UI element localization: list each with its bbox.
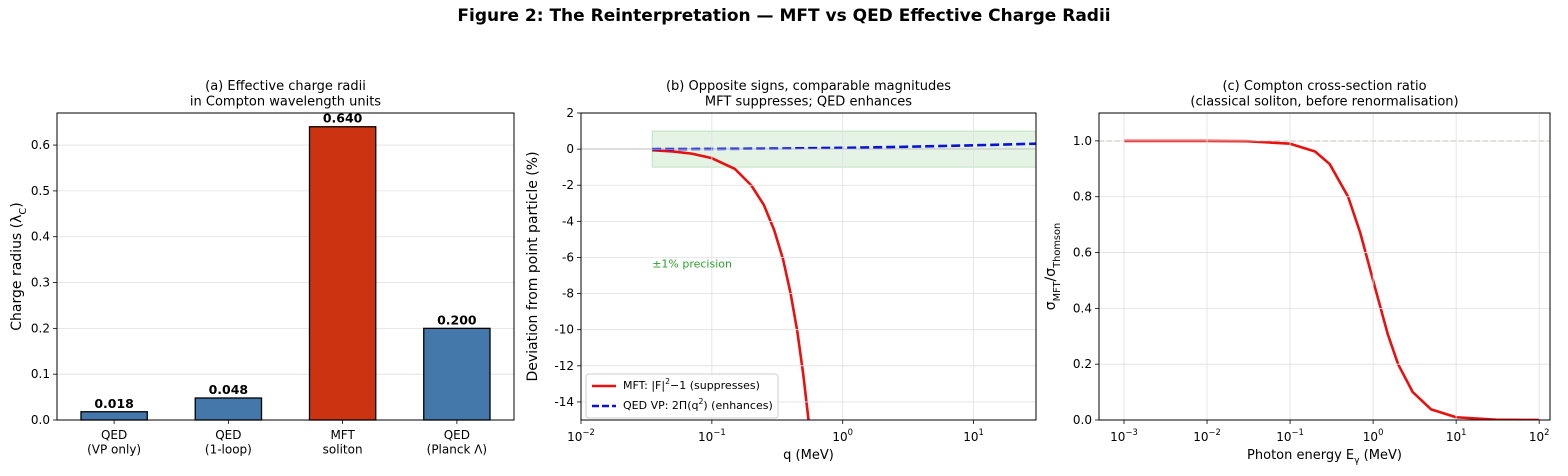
value-label: 0.200 xyxy=(437,312,477,327)
x-tick-label: 102​ xyxy=(1529,427,1550,444)
x-tick-label: QED (1-loop) xyxy=(205,428,252,456)
y-axis-label: σMFT​/σThomson​ xyxy=(1043,223,1063,310)
y-tick-label: 0.5 xyxy=(31,183,50,197)
x-tick-label: MFT soliton xyxy=(323,428,363,456)
y-tick-label: 2 xyxy=(566,106,574,120)
x-tick-label: 10−2​ xyxy=(1193,427,1221,444)
bar xyxy=(423,327,491,421)
axes-frame xyxy=(56,112,515,421)
y-tick-label: 0.6 xyxy=(1073,245,1092,259)
series-line xyxy=(1124,139,1540,420)
panel-title: (a) Effective charge radii in Compton wav… xyxy=(190,79,381,110)
panel-title: (b) Opposite signs, comparable magnitude… xyxy=(666,79,951,110)
legend-label: QED VP: 2Π(q2​) (enhances) xyxy=(623,397,773,413)
x-tick-label: 101​ xyxy=(1446,427,1467,444)
value-label: 0.048 xyxy=(209,382,249,397)
panel: 0.0 0.2 0.4 0.6 0.8 1.0 10−3​ 10−2​ 10−1​ 100​ 101… xyxy=(1043,79,1551,466)
x-tick-label: 10−1​ xyxy=(698,427,726,444)
figure-title: Figure 2: The Reinterpretation — MFT vs … xyxy=(457,6,1110,26)
legend-label: MFT: |F|2​−1 (suppresses) xyxy=(623,377,760,393)
y-tick-label: 0.4 xyxy=(1073,301,1092,315)
panel: -14 -12 -10 -8 -6 -4 -2 0 2 10−2​ 10−1​ 100​ 101​ ±1%… xyxy=(525,79,1037,463)
annotation: ±1% precision xyxy=(652,258,732,271)
y-tick-label: -2 xyxy=(562,178,574,192)
value-label: 0.018 xyxy=(94,395,134,410)
x-tick-label: 100​ xyxy=(832,427,853,444)
x-tick-label: 10−2​ xyxy=(567,427,595,444)
panel-title: (c) Compton cross-section ratio (classica… xyxy=(1190,79,1458,110)
y-tick-label: -6 xyxy=(562,250,574,264)
y-tick-label: -12 xyxy=(554,358,574,372)
y-axis-label: Deviation from point particle (%) xyxy=(525,151,541,381)
y-tick-label: 0.4 xyxy=(31,229,50,243)
x-tick-label: QED (Planck Λ) xyxy=(427,428,487,456)
x-tick-label: QED (VP only) xyxy=(87,428,141,456)
x-tick-label: 100​ xyxy=(1363,427,1384,444)
y-tick-label: -14 xyxy=(554,394,574,408)
y-tick-label: 0 xyxy=(566,142,574,156)
panel: 0.0 0.1 0.2 0.3 0.4 0.5 0.6 0.018 QED (VP only) 0.… xyxy=(9,79,515,456)
y-tick-label: 0.6 xyxy=(31,138,50,152)
plot-area xyxy=(1099,139,1550,420)
y-tick-label: -4 xyxy=(562,214,574,228)
bar xyxy=(308,126,377,421)
x-axis-label: q (MeV) xyxy=(783,448,834,463)
x-tick-label: 10−1​ xyxy=(1276,427,1304,444)
y-axis-label: Charge radius (λC​) xyxy=(9,202,29,330)
y-tick-label: 0.2 xyxy=(31,321,50,335)
x-tick-label: 101​ xyxy=(963,427,984,444)
y-tick-label: 0.3 xyxy=(31,275,50,289)
y-tick-label: 0.2 xyxy=(1073,357,1092,371)
bar xyxy=(194,397,263,421)
y-tick-label: 1.0 xyxy=(1073,133,1092,147)
axes-frame xyxy=(580,112,1037,421)
y-tick-label: -10 xyxy=(554,322,574,336)
y-tick-label: 0.0 xyxy=(31,413,50,427)
y-tick-label: 0.1 xyxy=(31,367,50,381)
y-tick-label: -8 xyxy=(562,286,574,300)
x-tick-label: 10−3​ xyxy=(1110,427,1138,444)
y-tick-label: 0.8 xyxy=(1073,189,1092,203)
x-axis-label: Photon energy Eγ​ (MeV) xyxy=(1247,448,1402,466)
y-tick-label: 0.0 xyxy=(1073,413,1092,427)
bar xyxy=(80,411,148,421)
value-label: 0.640 xyxy=(323,110,363,125)
axes-frame xyxy=(1098,112,1551,421)
legend xyxy=(585,373,779,419)
series-line xyxy=(652,148,810,420)
